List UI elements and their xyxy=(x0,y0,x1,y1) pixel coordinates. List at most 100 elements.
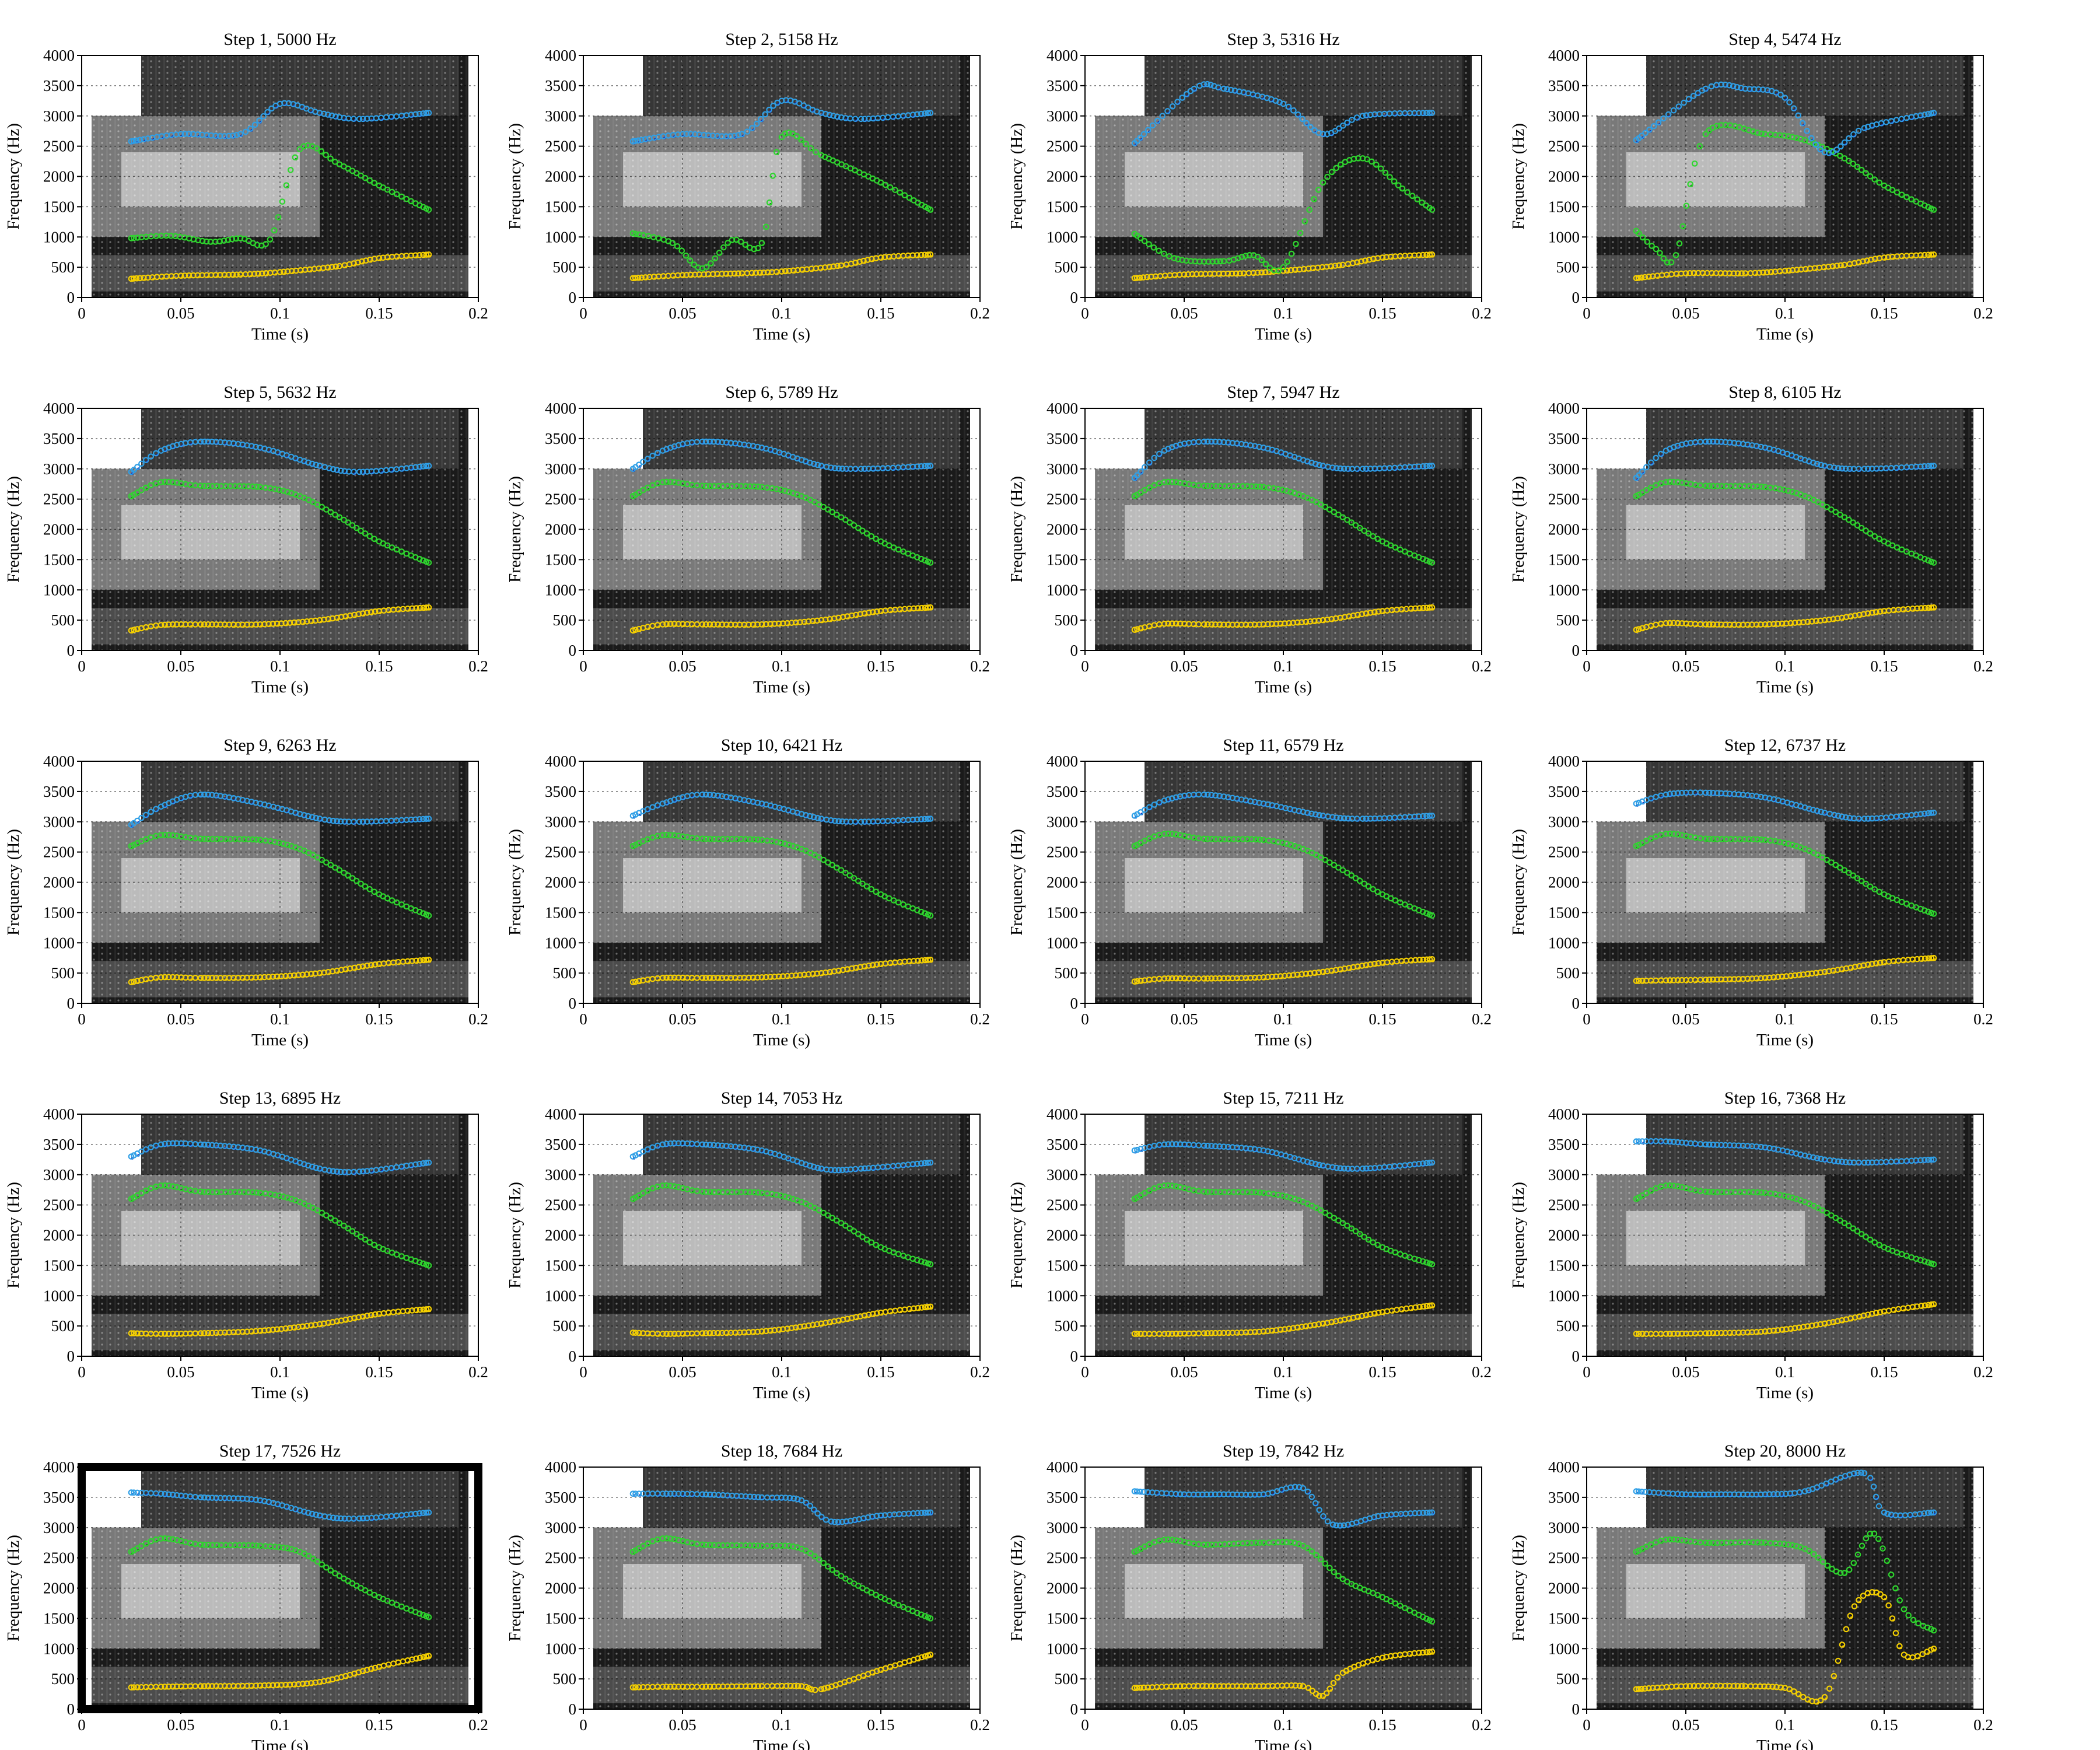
point-f3 xyxy=(1154,117,1161,124)
point-f3 xyxy=(1363,112,1370,119)
y-tick-label: 0 xyxy=(67,995,75,1012)
point-f3 xyxy=(264,108,271,116)
y-tick-label: 4000 xyxy=(545,400,576,417)
point-f2 xyxy=(892,187,898,193)
y-tick-label: 500 xyxy=(1556,611,1580,629)
point-f3 xyxy=(762,111,768,118)
y-tick-label: 1500 xyxy=(1046,904,1078,921)
point-f1 xyxy=(679,272,686,278)
x-tick-label: 0 xyxy=(1583,657,1591,675)
point-f1 xyxy=(778,268,785,275)
point-f3 xyxy=(141,136,147,142)
panel-title: Step 10, 6421 Hz xyxy=(721,736,842,755)
point-f2 xyxy=(1213,258,1220,265)
y-tick-label: 4000 xyxy=(1046,47,1078,64)
point-f3 xyxy=(744,128,751,135)
y-tick-label: 2500 xyxy=(1046,491,1078,508)
x-tick-label: 0.05 xyxy=(1170,1010,1198,1028)
y-axis-label: Frequency (Hz) xyxy=(506,476,524,583)
y-axis-label: Frequency (Hz) xyxy=(1007,123,1026,230)
point-f2 xyxy=(292,154,299,161)
y-tick-label: 4000 xyxy=(1046,752,1078,770)
point-f3 xyxy=(350,116,357,123)
point-f2 xyxy=(766,199,773,206)
x-tick-label: 0.05 xyxy=(167,657,194,675)
y-tick-label: 3000 xyxy=(1548,107,1580,125)
x-tick-label: 0 xyxy=(1081,657,1089,675)
y-tick-label: 3500 xyxy=(1548,783,1580,800)
point-f1 xyxy=(1185,271,1192,278)
x-axis-label: Time (s) xyxy=(753,678,810,696)
point-f3 xyxy=(320,110,327,117)
y-tick-label: 3000 xyxy=(545,107,576,125)
point-f3 xyxy=(1200,81,1208,88)
y-tick-label: 0 xyxy=(1070,289,1079,306)
point-f1 xyxy=(918,251,925,258)
y-tick-label: 500 xyxy=(51,1317,75,1335)
point-f2 xyxy=(887,184,894,191)
point-f1 xyxy=(1379,254,1386,261)
y-tick-label: 3500 xyxy=(545,783,576,800)
x-tick-label: 0.1 xyxy=(270,1010,290,1028)
point-f1 xyxy=(136,275,144,282)
point-f3 xyxy=(1224,86,1231,93)
y-tick-label: 3500 xyxy=(43,77,75,94)
point-f3 xyxy=(925,110,932,117)
point-f2 xyxy=(793,133,800,139)
x-axis-label: Time (s) xyxy=(1756,1031,1814,1049)
x-tick-label: 0.2 xyxy=(468,1010,488,1028)
point-f2 xyxy=(398,193,405,200)
y-tick-label: 3500 xyxy=(545,430,576,447)
point-f2 xyxy=(737,239,744,245)
y-tick-label: 4000 xyxy=(43,752,75,770)
y-tick-label: 1000 xyxy=(1548,934,1580,951)
panel-title: Step 3, 5316 Hz xyxy=(1227,30,1339,49)
point-f1 xyxy=(1250,270,1257,276)
y-tick-label: 3000 xyxy=(1046,460,1078,478)
y-tick-label: 1000 xyxy=(43,228,75,246)
panel-2: 0 0.05 0.1 0.15 0.20500100015002000250030003… xyxy=(506,30,990,344)
point-f1 xyxy=(1136,274,1143,281)
point-f2 xyxy=(1238,254,1245,260)
y-tick-label: 500 xyxy=(1055,611,1079,629)
point-f1 xyxy=(1258,269,1265,276)
spectrogram-image xyxy=(593,55,970,298)
point-f1 xyxy=(1426,251,1433,258)
series-f3 xyxy=(629,97,934,145)
y-tick-label: 2000 xyxy=(1046,168,1078,186)
x-tick-label: 0 xyxy=(78,657,86,675)
x-tick-label: 0.2 xyxy=(1472,1010,1492,1028)
point-f3 xyxy=(1149,122,1156,129)
y-tick-label: 2500 xyxy=(545,138,576,155)
point-f1 xyxy=(782,268,789,275)
y-tick-label: 3000 xyxy=(1046,813,1078,831)
grid xyxy=(1587,55,1983,298)
y-tick-label: 500 xyxy=(553,611,577,629)
point-f3 xyxy=(918,110,925,117)
x-tick-label: 0.15 xyxy=(1870,304,1898,322)
point-f1 xyxy=(1362,257,1368,264)
y-tick-label: 500 xyxy=(51,964,75,982)
point-f3 xyxy=(749,125,755,131)
point-f3 xyxy=(268,105,275,112)
point-f2 xyxy=(629,230,636,237)
y-axis-label: Frequency (Hz) xyxy=(4,476,23,583)
y-tick-label: 2500 xyxy=(43,138,75,155)
point-f1 xyxy=(177,272,184,279)
point-f2 xyxy=(283,182,290,188)
point-f3 xyxy=(1169,103,1176,110)
point-f2 xyxy=(134,235,141,241)
y-tick-label: 3500 xyxy=(1548,77,1580,94)
y-tick-label: 2000 xyxy=(1046,874,1078,891)
y-axis-label: Frequency (Hz) xyxy=(4,1182,23,1289)
point-f1 xyxy=(1358,258,1364,265)
point-f3 xyxy=(1429,110,1436,116)
point-f3 xyxy=(247,125,254,132)
point-f3 xyxy=(1290,107,1297,114)
point-f3 xyxy=(225,132,232,139)
point-f1 xyxy=(735,270,742,277)
x-tick-label: 0.05 xyxy=(668,304,696,322)
point-f2 xyxy=(267,236,274,243)
y-tick-label: 4000 xyxy=(1548,752,1580,770)
point-f2 xyxy=(1301,218,1308,225)
